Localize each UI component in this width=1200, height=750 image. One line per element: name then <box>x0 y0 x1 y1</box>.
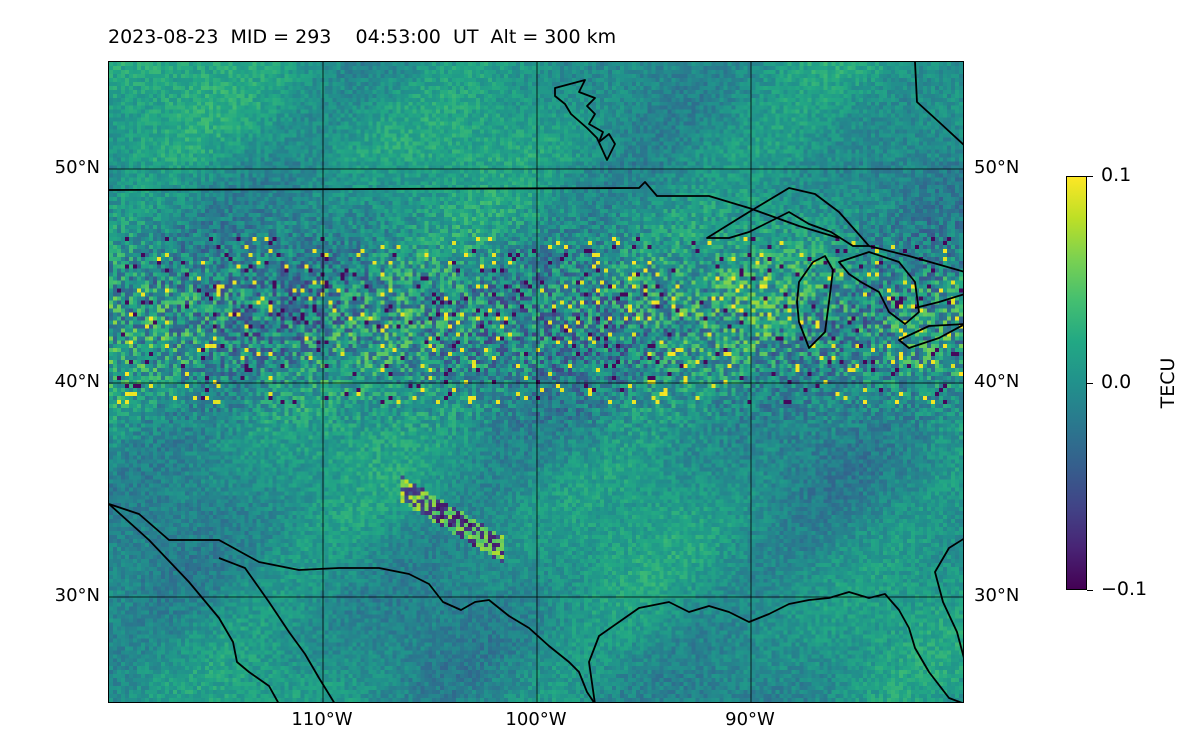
lat-label-left-0: 30°N <box>54 585 100 606</box>
colorbar-tick-1 <box>1087 382 1093 384</box>
gulf-of-mexico-coast <box>588 591 963 702</box>
colorbar-tick-label-1: 0.0 <box>1101 371 1132 393</box>
lake-erie <box>898 323 963 349</box>
colorbar-title: TECU <box>1157 357 1179 409</box>
gulf-of-california <box>109 503 279 702</box>
lake-superior <box>706 187 870 247</box>
lon-label-1: 100°W <box>505 709 567 730</box>
colorbar-tick-0 <box>1087 175 1093 177</box>
lake-huron <box>838 251 920 325</box>
canada-east-border <box>868 245 963 273</box>
us-canada-border <box>109 181 840 239</box>
us-mexico-border <box>109 503 595 702</box>
gridlines <box>109 62 963 702</box>
colorbar-tick-label-0: 0.1 <box>1101 164 1132 186</box>
lat-label-left-1: 40°N <box>54 371 100 392</box>
lake-michigan <box>796 255 834 349</box>
florida-coast <box>934 538 963 658</box>
coastlines <box>109 62 963 702</box>
lon-label-0: 110°W <box>291 709 353 730</box>
mexico-pacific-coast <box>218 557 335 702</box>
map-title: 2023-08-23 MID = 293 04:53:00 UT Alt = 3… <box>108 26 617 48</box>
james-bay-coast <box>914 62 963 146</box>
colorbar-tick-label-2: −0.1 <box>1101 578 1148 600</box>
lat-label-right-2: 50°N <box>974 157 1020 178</box>
map-plot-area[interactable] <box>108 61 964 703</box>
colorbar-tick-2 <box>1087 589 1093 591</box>
lake-ontario <box>914 293 963 309</box>
lat-label-right-0: 30°N <box>974 585 1020 606</box>
map-overlay <box>109 62 963 702</box>
lon-label-2: 90°W <box>725 709 775 730</box>
colorbar <box>1066 176 1087 590</box>
lat-label-right-1: 40°N <box>974 371 1020 392</box>
hudson-bay-coast <box>554 79 616 161</box>
lat-label-left-2: 50°N <box>54 157 100 178</box>
